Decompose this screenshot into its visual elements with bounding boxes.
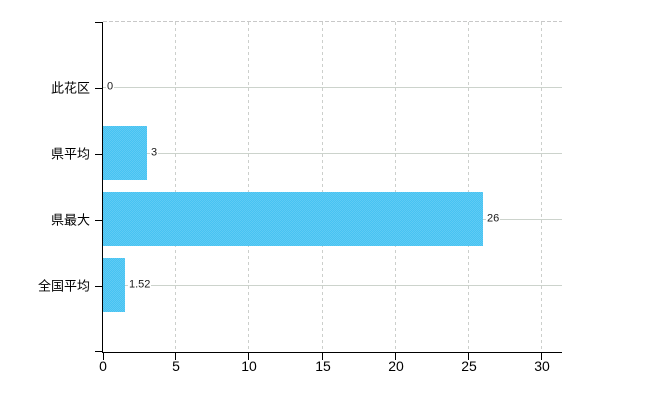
y-axis-tick <box>95 220 103 221</box>
category-label: 全国平均 <box>37 278 90 294</box>
x-axis-tick <box>541 353 542 360</box>
gridline-horizontal <box>103 153 562 154</box>
value-label: 3 <box>150 146 159 160</box>
bar <box>103 192 483 246</box>
gridline-horizontal <box>103 87 562 88</box>
category-label: 此花区 <box>50 80 90 96</box>
gridline-vertical <box>541 22 542 352</box>
x-axis-tick <box>468 353 469 360</box>
gridline-horizontal <box>103 285 562 286</box>
gridline-vertical <box>322 22 323 352</box>
x-tick-label: 15 <box>315 358 331 374</box>
gridline-vertical <box>175 22 176 352</box>
x-axis-tick <box>175 353 176 360</box>
plot-top-border <box>103 21 562 22</box>
gridline-vertical <box>468 22 469 352</box>
x-tick-label: 30 <box>534 358 550 374</box>
category-label: 県平均 <box>50 146 90 162</box>
y-axis-tick <box>95 286 103 287</box>
value-label: 0 <box>106 80 115 94</box>
x-tick-label: 20 <box>388 358 404 374</box>
bar <box>103 126 147 180</box>
x-tick-label: 10 <box>241 358 257 374</box>
gridline-vertical <box>248 22 249 352</box>
value-label: 1.52 <box>128 278 152 292</box>
category-label: 県最大 <box>50 212 90 228</box>
x-tick-label: 0 <box>99 358 107 374</box>
x-axis-tick <box>248 353 249 360</box>
y-axis-tick <box>95 154 103 155</box>
y-axis-tick <box>95 351 103 352</box>
y-axis-tick <box>95 22 103 23</box>
x-axis-tick <box>103 353 104 360</box>
value-label: 26 <box>486 212 501 226</box>
y-axis-tick <box>95 88 103 89</box>
x-tick-label: 5 <box>172 358 180 374</box>
x-tick-label: 25 <box>461 358 477 374</box>
x-axis-tick <box>322 353 323 360</box>
gridline-vertical <box>395 22 396 352</box>
plot-area: 0 5 10 15 20 25 30 0 3 26 1.52 <box>95 21 562 374</box>
bar <box>103 258 125 312</box>
x-axis-tick <box>395 353 396 360</box>
